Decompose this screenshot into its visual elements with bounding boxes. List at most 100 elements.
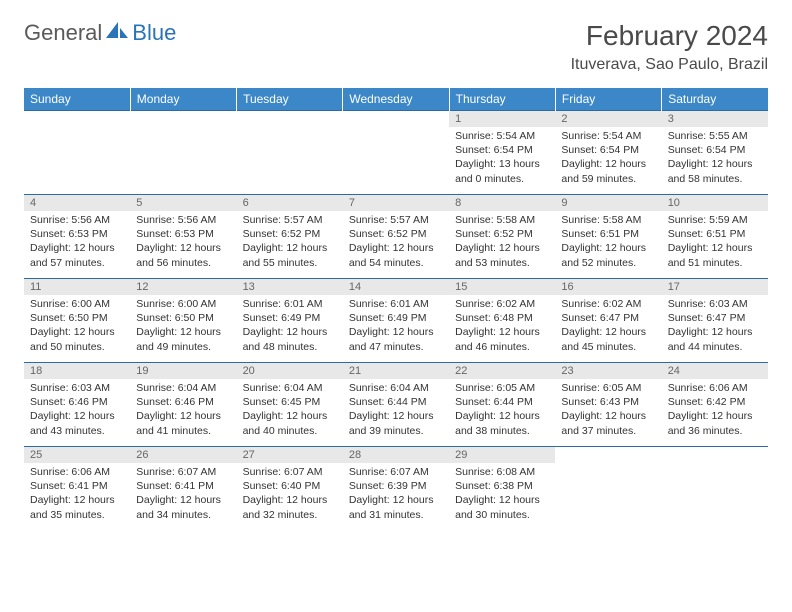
sunset-line: Sunset: 6:54 PM <box>668 143 762 157</box>
day-data: Sunrise: 5:54 AMSunset: 6:54 PMDaylight:… <box>555 127 661 190</box>
sunset-line: Sunset: 6:41 PM <box>30 479 124 493</box>
weekday-header: Wednesday <box>343 88 449 111</box>
day-number: 26 <box>130 447 236 463</box>
sunrise-line: Sunrise: 6:01 AM <box>349 297 443 311</box>
daylight-line: Daylight: 12 hours and 48 minutes. <box>243 325 337 353</box>
calendar-day-cell: 14Sunrise: 6:01 AMSunset: 6:49 PMDayligh… <box>343 279 449 363</box>
sunrise-line: Sunrise: 6:01 AM <box>243 297 337 311</box>
weekday-header: Saturday <box>662 88 768 111</box>
sunset-line: Sunset: 6:52 PM <box>455 227 549 241</box>
sunset-line: Sunset: 6:49 PM <box>243 311 337 325</box>
sunset-line: Sunset: 6:43 PM <box>561 395 655 409</box>
daylight-line: Daylight: 13 hours and 0 minutes. <box>455 157 549 185</box>
day-data: Sunrise: 6:00 AMSunset: 6:50 PMDaylight:… <box>130 295 236 358</box>
sunset-line: Sunset: 6:47 PM <box>668 311 762 325</box>
daylight-line: Daylight: 12 hours and 56 minutes. <box>136 241 230 269</box>
day-data: Sunrise: 6:03 AMSunset: 6:47 PMDaylight:… <box>662 295 768 358</box>
sunset-line: Sunset: 6:44 PM <box>349 395 443 409</box>
calendar-day-cell <box>555 447 661 531</box>
day-data: Sunrise: 6:02 AMSunset: 6:48 PMDaylight:… <box>449 295 555 358</box>
daylight-line: Daylight: 12 hours and 50 minutes. <box>30 325 124 353</box>
logo-sail-icon <box>106 22 128 45</box>
day-data: Sunrise: 6:07 AMSunset: 6:39 PMDaylight:… <box>343 463 449 526</box>
day-number: 5 <box>130 195 236 211</box>
calendar-day-cell <box>662 447 768 531</box>
day-data: Sunrise: 6:03 AMSunset: 6:46 PMDaylight:… <box>24 379 130 442</box>
logo: General Blue <box>24 20 176 46</box>
calendar-week-row: 11Sunrise: 6:00 AMSunset: 6:50 PMDayligh… <box>24 279 768 363</box>
day-data: Sunrise: 5:54 AMSunset: 6:54 PMDaylight:… <box>449 127 555 190</box>
calendar-week-row: 25Sunrise: 6:06 AMSunset: 6:41 PMDayligh… <box>24 447 768 531</box>
daylight-line: Daylight: 12 hours and 43 minutes. <box>30 409 124 437</box>
calendar-week-row: 18Sunrise: 6:03 AMSunset: 6:46 PMDayligh… <box>24 363 768 447</box>
day-number: 16 <box>555 279 661 295</box>
sunset-line: Sunset: 6:53 PM <box>30 227 124 241</box>
day-number: 27 <box>237 447 343 463</box>
calendar-day-cell: 21Sunrise: 6:04 AMSunset: 6:44 PMDayligh… <box>343 363 449 447</box>
daylight-line: Daylight: 12 hours and 38 minutes. <box>455 409 549 437</box>
day-number: 12 <box>130 279 236 295</box>
daylight-line: Daylight: 12 hours and 45 minutes. <box>561 325 655 353</box>
sunrise-line: Sunrise: 5:57 AM <box>349 213 443 227</box>
daylight-line: Daylight: 12 hours and 59 minutes. <box>561 157 655 185</box>
day-data: Sunrise: 5:56 AMSunset: 6:53 PMDaylight:… <box>24 211 130 274</box>
day-data: Sunrise: 6:04 AMSunset: 6:45 PMDaylight:… <box>237 379 343 442</box>
day-number: 21 <box>343 363 449 379</box>
daylight-line: Daylight: 12 hours and 44 minutes. <box>668 325 762 353</box>
daylight-line: Daylight: 12 hours and 46 minutes. <box>455 325 549 353</box>
calendar-day-cell: 27Sunrise: 6:07 AMSunset: 6:40 PMDayligh… <box>237 447 343 531</box>
sunrise-line: Sunrise: 5:54 AM <box>561 129 655 143</box>
sunrise-line: Sunrise: 5:57 AM <box>243 213 337 227</box>
sunrise-line: Sunrise: 6:04 AM <box>349 381 443 395</box>
day-number: 4 <box>24 195 130 211</box>
day-number: 24 <box>662 363 768 379</box>
sunset-line: Sunset: 6:41 PM <box>136 479 230 493</box>
day-number: 23 <box>555 363 661 379</box>
day-data: Sunrise: 6:06 AMSunset: 6:42 PMDaylight:… <box>662 379 768 442</box>
daylight-line: Daylight: 12 hours and 35 minutes. <box>30 493 124 521</box>
day-data: Sunrise: 5:57 AMSunset: 6:52 PMDaylight:… <box>237 211 343 274</box>
sunrise-line: Sunrise: 6:06 AM <box>668 381 762 395</box>
sunrise-line: Sunrise: 6:04 AM <box>136 381 230 395</box>
title-block: February 2024 Ituverava, Sao Paulo, Braz… <box>571 20 768 74</box>
daylight-line: Daylight: 12 hours and 40 minutes. <box>243 409 337 437</box>
logo-text-general: General <box>24 20 102 46</box>
calendar-day-cell: 13Sunrise: 6:01 AMSunset: 6:49 PMDayligh… <box>237 279 343 363</box>
day-number: 11 <box>24 279 130 295</box>
daylight-line: Daylight: 12 hours and 49 minutes. <box>136 325 230 353</box>
sunset-line: Sunset: 6:46 PM <box>30 395 124 409</box>
sunrise-line: Sunrise: 5:56 AM <box>30 213 124 227</box>
day-number: 29 <box>449 447 555 463</box>
sunset-line: Sunset: 6:40 PM <box>243 479 337 493</box>
sunrise-line: Sunrise: 5:54 AM <box>455 129 549 143</box>
day-number: 15 <box>449 279 555 295</box>
sunset-line: Sunset: 6:52 PM <box>349 227 443 241</box>
weekday-header: Monday <box>130 88 236 111</box>
daylight-line: Daylight: 12 hours and 58 minutes. <box>668 157 762 185</box>
calendar-day-cell: 20Sunrise: 6:04 AMSunset: 6:45 PMDayligh… <box>237 363 343 447</box>
day-data: Sunrise: 6:02 AMSunset: 6:47 PMDaylight:… <box>555 295 661 358</box>
day-data: Sunrise: 6:04 AMSunset: 6:44 PMDaylight:… <box>343 379 449 442</box>
calendar-day-cell: 15Sunrise: 6:02 AMSunset: 6:48 PMDayligh… <box>449 279 555 363</box>
calendar-day-cell: 28Sunrise: 6:07 AMSunset: 6:39 PMDayligh… <box>343 447 449 531</box>
weekday-header: Tuesday <box>237 88 343 111</box>
daylight-line: Daylight: 12 hours and 57 minutes. <box>30 241 124 269</box>
day-data: Sunrise: 6:07 AMSunset: 6:41 PMDaylight:… <box>130 463 236 526</box>
calendar-day-cell: 17Sunrise: 6:03 AMSunset: 6:47 PMDayligh… <box>662 279 768 363</box>
day-data: Sunrise: 5:56 AMSunset: 6:53 PMDaylight:… <box>130 211 236 274</box>
day-data: Sunrise: 6:07 AMSunset: 6:40 PMDaylight:… <box>237 463 343 526</box>
calendar-day-cell: 5Sunrise: 5:56 AMSunset: 6:53 PMDaylight… <box>130 195 236 279</box>
day-number: 19 <box>130 363 236 379</box>
calendar-day-cell: 6Sunrise: 5:57 AMSunset: 6:52 PMDaylight… <box>237 195 343 279</box>
day-data: Sunrise: 6:08 AMSunset: 6:38 PMDaylight:… <box>449 463 555 526</box>
sunset-line: Sunset: 6:53 PM <box>136 227 230 241</box>
day-number: 22 <box>449 363 555 379</box>
sunset-line: Sunset: 6:47 PM <box>561 311 655 325</box>
daylight-line: Daylight: 12 hours and 41 minutes. <box>136 409 230 437</box>
day-data: Sunrise: 5:58 AMSunset: 6:52 PMDaylight:… <box>449 211 555 274</box>
calendar-week-row: 1Sunrise: 5:54 AMSunset: 6:54 PMDaylight… <box>24 111 768 195</box>
sunrise-line: Sunrise: 6:02 AM <box>455 297 549 311</box>
sunset-line: Sunset: 6:51 PM <box>668 227 762 241</box>
sunrise-line: Sunrise: 6:08 AM <box>455 465 549 479</box>
weekday-header: Friday <box>555 88 661 111</box>
